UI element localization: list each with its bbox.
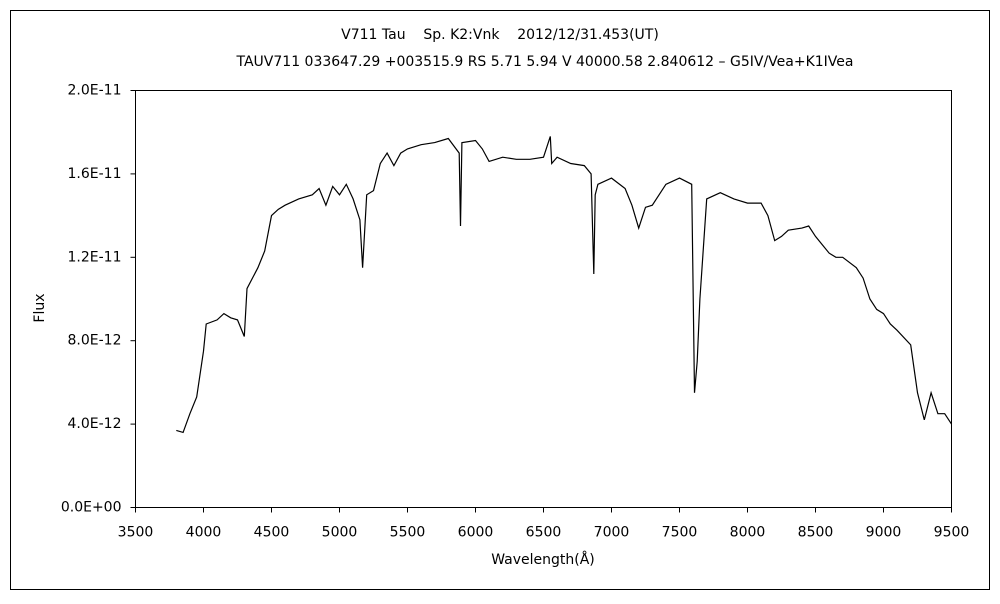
chart-title: V711 Tau Sp. K2:Vnk 2012/12/31.453(UT): [341, 27, 659, 43]
x-axis-label: Wavelength(Å): [491, 551, 595, 568]
y-tick-label: 1.6E-11: [68, 166, 122, 182]
y-tick-label: 4.0E-12: [68, 416, 122, 432]
chart-border: [10, 10, 990, 590]
y-tick-label: 1.2E-11: [68, 249, 122, 265]
x-tick-label: 4000: [186, 525, 222, 541]
x-tick-label: 3500: [118, 525, 154, 541]
x-tick-label: 9500: [934, 525, 970, 541]
y-axis-label: Flux: [32, 293, 48, 322]
x-tick-label: 4500: [254, 525, 290, 541]
x-tick-label: 9000: [866, 525, 902, 541]
x-tick-label: 5500: [390, 525, 426, 541]
x-tick-label: 6000: [458, 525, 494, 541]
chart-subtitle: TAUV711 033647.29 +003515.9 RS 5.71 5.94…: [236, 54, 854, 70]
spectrum-line: [176, 136, 953, 434]
x-tick-label: 5000: [322, 525, 358, 541]
x-tick-label: 6500: [526, 525, 562, 541]
y-tick-label: 8.0E-12: [68, 333, 122, 349]
x-tick-label: 8500: [798, 525, 834, 541]
x-tick-label: 7500: [662, 525, 698, 541]
y-tick-label: 2.0E-11: [68, 83, 122, 99]
y-tick-label: 0.0E+00: [61, 500, 122, 516]
plot-frame: [135, 90, 952, 508]
x-tick-label: 7000: [594, 525, 630, 541]
x-tick-label: 8000: [730, 525, 766, 541]
